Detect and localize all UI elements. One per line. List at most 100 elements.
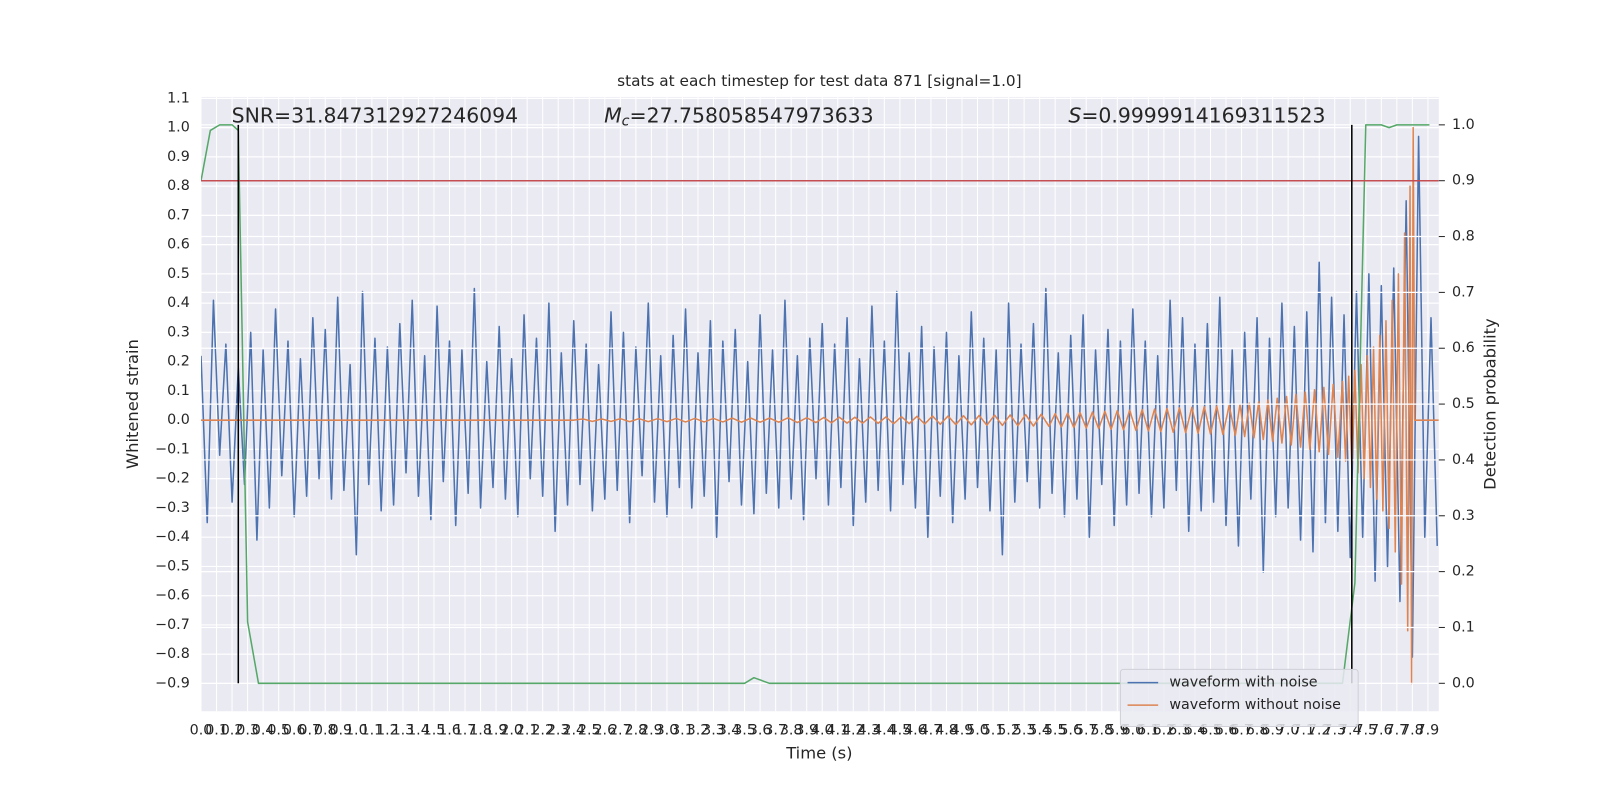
x-tick-label: 5.7	[1075, 723, 1098, 739]
y2-tick-label: 0.8	[1452, 229, 1475, 245]
chart-title: stats at each timestep for test data 871…	[617, 72, 1022, 90]
x-tick-label: 7.6	[1370, 723, 1393, 739]
y-tick-label: −0.6	[155, 588, 190, 604]
y-tick-label: −0.1	[155, 441, 190, 457]
x-tick-label: 5.0	[966, 723, 989, 739]
annotation: SNR=31.847312927246094	[232, 103, 518, 127]
x-tick-label: 1.9	[485, 723, 508, 739]
x-tick-label: 3.4	[718, 723, 741, 739]
x-tick-label: 0.0	[190, 723, 213, 739]
y-tick-label: −0.2	[155, 471, 190, 487]
y2-axis-label: Detection probability	[1480, 318, 1499, 490]
y-tick-label: 0.5	[167, 266, 190, 282]
x-tick-label: 1.6	[438, 723, 461, 739]
legend-label: waveform without noise	[1169, 697, 1341, 713]
x-tick-label: 4.4	[873, 723, 896, 739]
x-tick-label: 5.6	[1059, 723, 1082, 739]
x-tick-label: 1.4	[407, 723, 430, 739]
x-tick-label: 1.8	[469, 723, 492, 739]
x-tick-label: 3.7	[764, 723, 787, 739]
x-tick-label: 0.8	[314, 723, 337, 739]
x-tick-label: 4.6	[904, 723, 927, 739]
x-tick-label: 2.9	[640, 723, 663, 739]
x-tick-label: 2.7	[609, 723, 632, 739]
x-tick-label: 1.2	[376, 723, 399, 739]
legend: waveform with noise waveform without nois…	[1119, 668, 1359, 728]
annotation-text: SNR=31.847312927246094	[232, 103, 518, 127]
x-tick-label: 3.3	[702, 723, 725, 739]
annotation-symbol: M	[604, 103, 622, 127]
annotation-text: =27.758058547973633	[630, 103, 874, 127]
plot-area	[201, 124, 1439, 685]
x-tick-label: 3.1	[671, 723, 694, 739]
x-tick-label: 0.2	[221, 723, 244, 739]
y-tick-label: 0.9	[167, 149, 190, 165]
y2-tick-label: 0.2	[1452, 564, 1475, 580]
y-tick-label: −0.7	[155, 617, 190, 633]
x-tick-label: 3.0	[656, 723, 679, 739]
annotation-text: =0.9999914169311523	[1081, 103, 1325, 127]
x-tick-label: 4.1	[826, 723, 849, 739]
x-tick-label: 2.1	[516, 723, 539, 739]
y2-tick-label: 0.0	[1452, 675, 1475, 691]
annotation: Mc=27.758058547973633	[604, 103, 874, 129]
series-line	[201, 124, 1430, 685]
x-tick-label: 3.8	[780, 723, 803, 739]
x-tick-label: 1.3	[392, 723, 415, 739]
x-tick-label: 0.9	[329, 723, 352, 739]
y-tick-label: 0.4	[167, 295, 190, 311]
x-tick-label: 1.0	[345, 723, 368, 739]
x-tick-label: 5.1	[982, 723, 1005, 739]
x-tick-label: 0.6	[283, 723, 306, 739]
x-tick-label: 2.8	[625, 723, 648, 739]
x-tick-label: 2.2	[531, 723, 554, 739]
x-tick-label: 3.6	[749, 723, 772, 739]
x-tick-label: 0.3	[236, 723, 259, 739]
x-tick-label: 2.6	[593, 723, 616, 739]
legend-box	[1119, 668, 1359, 728]
x-tick-label: 3.5	[733, 723, 756, 739]
y-tick-label: −0.4	[155, 529, 190, 545]
y-tick-label: −0.3	[155, 500, 190, 516]
y-tick-label: 0.1	[167, 383, 190, 399]
y2-tick-label: 0.3	[1452, 508, 1475, 524]
annotation-symbol: S	[1068, 103, 1081, 127]
x-tick-label: 5.8	[1090, 723, 1113, 739]
x-tick-label: 0.5	[267, 723, 290, 739]
x-tick-label: 1.1	[361, 723, 384, 739]
x-tick-label: 2.0	[500, 723, 523, 739]
x-tick-label: 7.8	[1401, 723, 1424, 739]
y2-tick-label: 0.7	[1452, 284, 1475, 300]
x-tick-label: 5.5	[1044, 723, 1067, 739]
y2-tick-label: 0.4	[1452, 452, 1475, 468]
y-tick-label: 0.7	[167, 207, 190, 223]
x-tick-label: 2.4	[562, 723, 585, 739]
y-tick-label: −0.8	[155, 646, 190, 662]
y2-tick-label: 0.1	[1452, 619, 1475, 635]
y2-tick-label: 0.9	[1452, 173, 1475, 189]
x-tick-label: 5.4	[1028, 723, 1051, 739]
y-tick-label: 0.0	[167, 412, 190, 428]
y-tick-label: 0.6	[167, 237, 190, 253]
x-tick-label: 1.5	[423, 723, 446, 739]
legend-label: waveform with noise	[1169, 675, 1317, 691]
x-tick-label: 3.9	[795, 723, 818, 739]
y-tick-label: −0.9	[155, 675, 190, 691]
x-tick-label: 1.7	[454, 723, 477, 739]
x-tick-label: 4.7	[920, 723, 943, 739]
x-tick-label: 0.7	[298, 723, 321, 739]
x-axis-label: Time (s)	[785, 744, 852, 763]
y-tick-label: −0.5	[155, 558, 190, 574]
annotation-subscript: c	[622, 113, 630, 129]
series-line	[201, 135, 1438, 658]
x-tick-label: 7.9	[1417, 723, 1440, 739]
x-tick-label: 7.5	[1354, 723, 1377, 739]
x-tick-label: 4.5	[889, 723, 912, 739]
x-tick-label: 4.0	[811, 723, 834, 739]
y-tick-label: 0.3	[167, 324, 190, 340]
y-tick-label: 0.2	[167, 354, 190, 370]
y-axis-label: Whitened strain	[123, 339, 142, 469]
y-tick-label: 1.0	[167, 120, 190, 136]
